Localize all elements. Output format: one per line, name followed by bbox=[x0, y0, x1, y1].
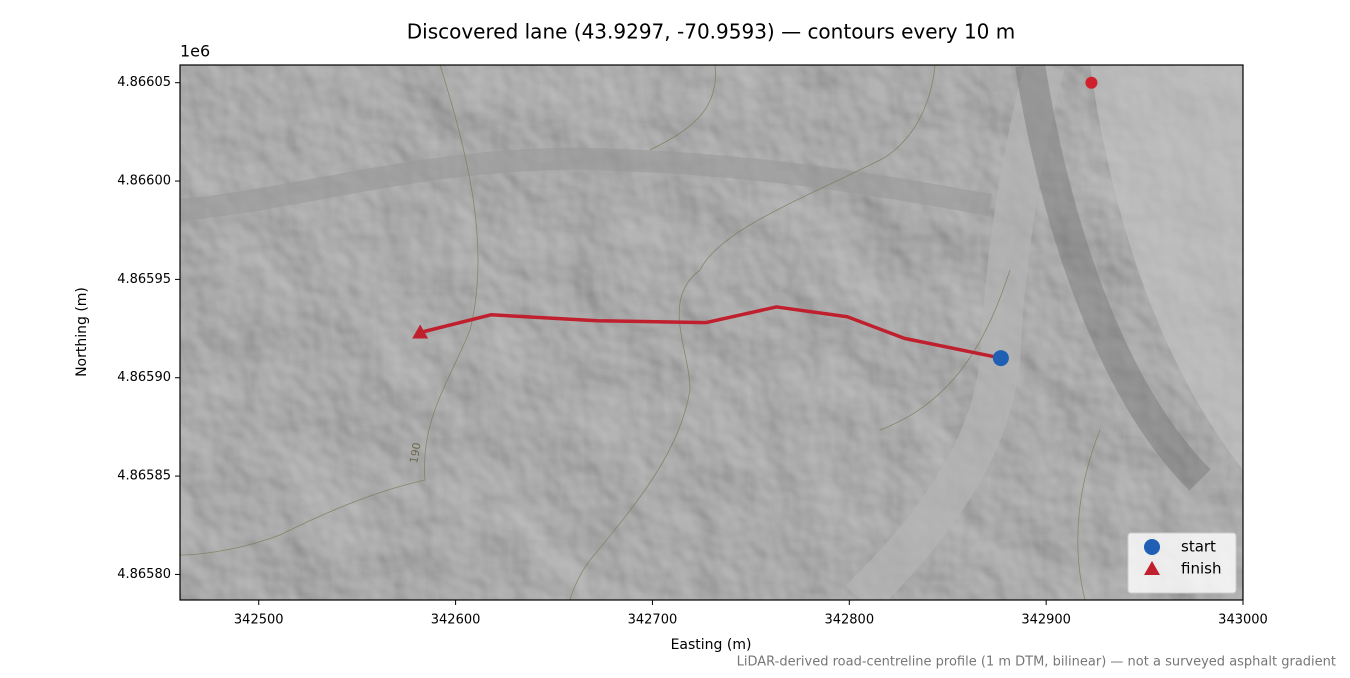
y-tick-label: 4.86585 bbox=[117, 469, 171, 484]
legend-label: start bbox=[1181, 538, 1216, 556]
x-tick-label: 342500 bbox=[234, 613, 284, 628]
finish-marker bbox=[412, 324, 429, 339]
hillshade bbox=[180, 65, 1243, 600]
x-axis-label: Easting (m) bbox=[671, 637, 752, 653]
x-tick-label: 343000 bbox=[1218, 613, 1268, 628]
x-tick-label: 342800 bbox=[824, 613, 874, 628]
x-tick-label: 342700 bbox=[628, 613, 678, 628]
legend-label: finish bbox=[1181, 560, 1221, 578]
chart-title: Discovered lane (43.9297, -70.9593) — co… bbox=[407, 20, 1016, 44]
legend-marker bbox=[1144, 539, 1160, 555]
y-tick-label: 4.86595 bbox=[117, 272, 171, 287]
footnote: LiDAR-derived road-centreline profile (1… bbox=[737, 655, 1336, 670]
y-axis-label: Northing (m) bbox=[74, 287, 90, 377]
contour-label: 190 bbox=[407, 441, 423, 464]
y-tick-label: 4.86600 bbox=[117, 174, 171, 189]
start-marker bbox=[992, 350, 1009, 367]
x-tick-label: 342600 bbox=[431, 613, 481, 628]
x-tick-label: 342900 bbox=[1021, 613, 1071, 628]
y-tick-label: 4.86590 bbox=[117, 370, 171, 385]
profile-line bbox=[419, 305, 1002, 360]
y-tick-label: 4.86580 bbox=[117, 567, 171, 582]
legend-marker bbox=[1144, 561, 1160, 575]
plot-frame bbox=[179, 64, 1244, 601]
y-tick-label: 4.86605 bbox=[117, 75, 171, 90]
y-offset-label: 1e6 bbox=[180, 42, 210, 61]
point-marker bbox=[1085, 76, 1098, 89]
